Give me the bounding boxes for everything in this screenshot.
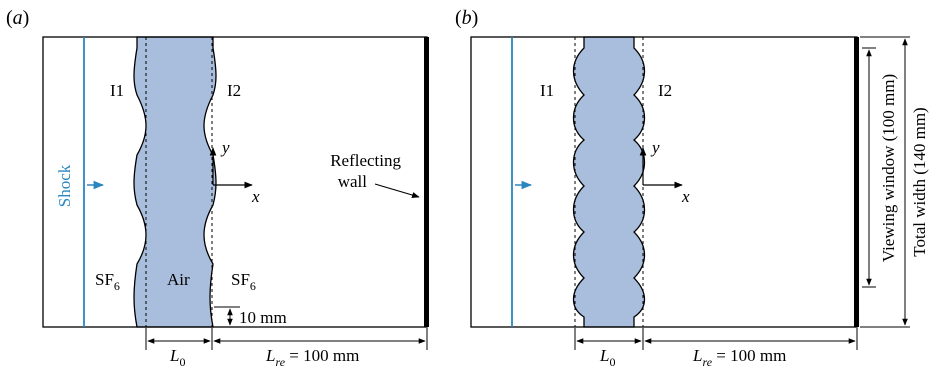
total-width-label: Total width (140 mm) — [910, 107, 929, 256]
dim-label-lre: Lre = 100 mm — [265, 346, 359, 368]
gas-label-middle: Air — [167, 270, 190, 289]
gas-label-left: SF6 — [95, 270, 120, 293]
interface-label-i2: I2 — [227, 81, 241, 100]
wall-label-line1: Reflecting — [330, 151, 401, 170]
dim-label-l0: L0 — [169, 346, 185, 368]
amplitude-label: 10 mm — [239, 308, 287, 327]
shock-label: Shock — [55, 164, 74, 207]
interface-label-i1: I1 — [540, 81, 554, 100]
reflecting-wall — [854, 37, 859, 327]
wall-pointer-arrow — [374, 183, 420, 198]
panel-a: (a) Shock I1 I2 y x Reflecting wall SF6 … — [6, 7, 429, 368]
wall-label-line2: wall — [338, 172, 368, 191]
viewing-window-label: Viewing window (100 mm) — [879, 74, 898, 262]
interface-label-i1: I1 — [110, 81, 124, 100]
x-axis-label: x — [681, 187, 690, 206]
panel-a-label: (a) — [6, 7, 29, 29]
panel-b: (b) I1 I2 y x Viewing window (100 mm) To… — [455, 7, 929, 368]
panel-b-label: (b) — [455, 7, 478, 29]
y-axis-label: y — [220, 138, 230, 157]
gas-label-right: SF6 — [231, 270, 256, 293]
dim-label-l0: L0 — [599, 346, 615, 368]
reflecting-wall — [424, 37, 429, 327]
interface-label-i2: I2 — [658, 81, 672, 100]
y-axis-label: y — [650, 138, 660, 157]
x-axis-label: x — [251, 187, 260, 206]
air-layer — [572, 36, 646, 328]
dim-label-lre: Lre = 100 mm — [692, 346, 786, 368]
